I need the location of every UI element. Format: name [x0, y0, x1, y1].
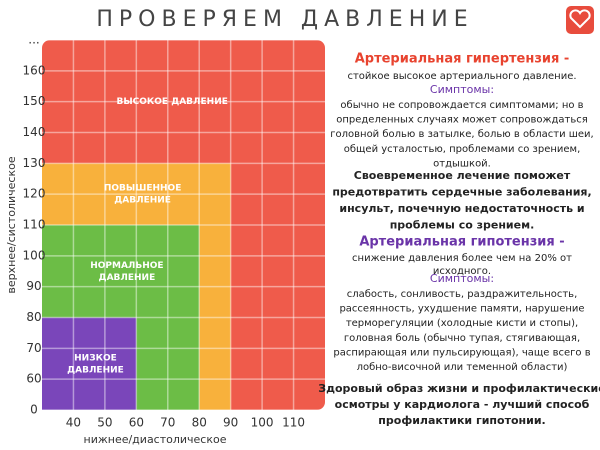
hypotension-title: Артериальная гипотензия - — [359, 235, 564, 250]
hypertension-title: Артериальная гипертензия - — [355, 52, 570, 67]
symptoms-text: головной болью в затылке, болью в област… — [330, 129, 593, 140]
y-tick-label: 140 — [23, 125, 46, 139]
zone-label: ДАВЛЕНИЕ — [67, 365, 124, 375]
treatment-text: проблемы со зрением. — [390, 219, 535, 232]
title: ПРОВЕРЯЕМ ДАВЛЕНИЕ — [96, 7, 473, 32]
y-tick-label: 130 — [23, 156, 46, 170]
treatment-text: Своевременное лечение поможет — [354, 169, 571, 182]
zone-label: НОРМАЛЬНОЕ — [90, 261, 163, 271]
symptoms-text: рассеянность, ухудшение памяти, нарушени… — [339, 304, 584, 315]
zone-label: НИЗКОЕ — [74, 353, 117, 363]
hypotension-text: исходного. — [433, 266, 491, 277]
symptoms-text: лобно-височной или теменной области) — [357, 362, 568, 373]
x-tick-label: 80 — [192, 416, 207, 430]
x-tick-label: 90 — [223, 416, 238, 430]
x-tick-label: 100 — [251, 416, 274, 430]
y-tick-label: 100 — [23, 248, 46, 262]
symptoms-text: обычно не сопровождается симптомами; но … — [340, 100, 583, 111]
icon — [566, 6, 594, 34]
treatment-text: инсульт, почечную недостаточность и — [339, 202, 584, 215]
symptoms-text: терморегуляции (холодные кисти и стопы), — [346, 318, 578, 329]
y-tick-label: 80 — [26, 310, 41, 324]
x-tick-label: 50 — [97, 416, 112, 430]
x-tick-label: 70 — [160, 416, 175, 430]
y-tick-label: 150 — [23, 94, 46, 108]
hypotension-text: снижение давления более чем на 20% от — [352, 253, 572, 264]
y-tick-label: 90 — [26, 279, 41, 293]
x-tick-label: 60 — [129, 416, 144, 430]
zone — [42, 317, 137, 410]
x-tick-label: 40 — [66, 416, 81, 430]
zone-label: ВЫСОКОЕ ДАВЛЕНИЕ — [116, 97, 227, 107]
prevention-text: Здоровый образ жизни и профилактические — [318, 382, 600, 395]
zone-label: ПОВЫШЕННОЕ — [104, 184, 182, 194]
y-tick-label: 70 — [26, 341, 41, 355]
plot: ВЫСОКОЕ ДАВЛЕНИЕ ПОВЫШЕННОЕ ДАВЛЕНИЕ НОРМАЛ… — [23, 33, 325, 430]
zone-label: ДАВЛЕНИЕ — [99, 273, 156, 283]
prevention-text: осмотры у кардиолога - лучший способ — [335, 398, 590, 411]
y-tick-label: 160 — [23, 63, 46, 77]
hypertension-text: стойкое высокое артериального давление. — [347, 71, 576, 82]
symptoms-text: общей усталостью, проблемами со зрением, — [344, 144, 581, 155]
y-tick-label: 60 — [26, 372, 41, 386]
symptoms-text: слабость, сонливость, раздражительность, — [347, 289, 578, 300]
y-tick-label: 120 — [23, 187, 46, 201]
treatment-text: предотвратить сердечные заболевания, — [332, 186, 591, 199]
x-axis-label: нижнее/диастолическое — [84, 433, 227, 446]
symptoms-title: Симптомы: — [430, 83, 494, 96]
y-tick-label: ... — [28, 33, 39, 47]
symptoms-text: определенных случаях может сопровождатьс… — [336, 115, 588, 126]
y-axis-label: верхнее/систолическое — [5, 156, 18, 293]
symptoms-text: отдышкой. — [433, 158, 491, 169]
symptoms-title: Симптомы: — [430, 272, 494, 285]
symptoms-text: головная боль (обычно тупая, стягивающая… — [344, 333, 580, 344]
symptoms-text: распирающая или пульсирующая), чаще всег… — [333, 347, 590, 358]
x-tick-label: 110 — [282, 416, 305, 430]
zone-label: ДАВЛЕНИЕ — [114, 196, 171, 206]
text-panel: Артериальная гипертензия - стойкое высоко… — [318, 52, 600, 428]
y-tick-label: 0 — [30, 403, 38, 417]
prevention-text: профилактики гипотонии. — [378, 414, 545, 427]
y-tick-label: 110 — [23, 218, 46, 232]
